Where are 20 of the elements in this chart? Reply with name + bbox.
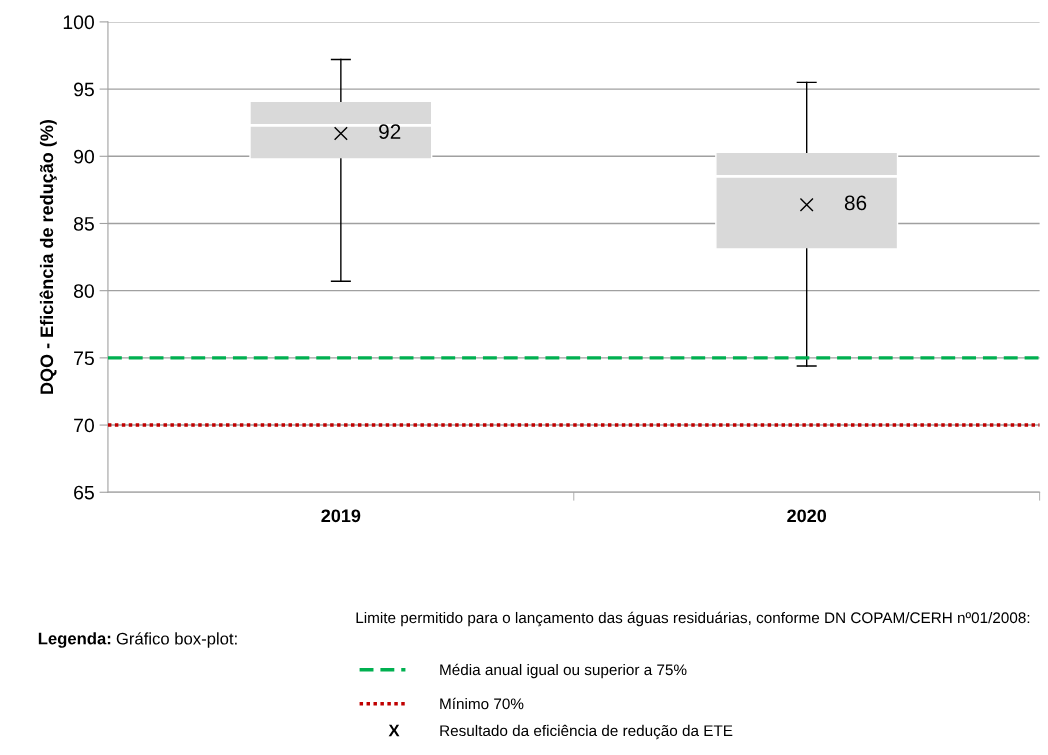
text: Resultado da eficiência de redução da ETE [440,724,733,740]
y-axis-title: DQO - Eficiência de redução (%) [39,120,57,394]
text: 92 [379,124,401,140]
legend-label: Mínimo 70% [440,697,524,710]
y-tick-label: 80 [73,284,94,298]
text: 86 [844,195,867,211]
legend-label: Média anual igual ou superior a 75% [440,663,687,679]
text: Legenda: [38,632,111,648]
x-tick-label: 2019 [321,509,361,523]
y-tick-label: 95 [74,82,94,97]
y-tick-label: 85 [73,216,94,231]
text: X [388,724,400,737]
y-tick-label: 100 [63,15,94,30]
y-tick-label: 75 [74,351,94,366]
y-tick-label: 70 [74,418,94,433]
x-tick-label: 2020 [787,509,827,523]
text: Limite permitido para o lançamento das águas residuárias, conforme DN COPAM/CERH nº01/2008: [356,611,1030,627]
y-tick-label: 65 [74,485,94,500]
y-tick-label: 90 [74,149,94,164]
text: Gráfico box-plot: [116,632,237,648]
